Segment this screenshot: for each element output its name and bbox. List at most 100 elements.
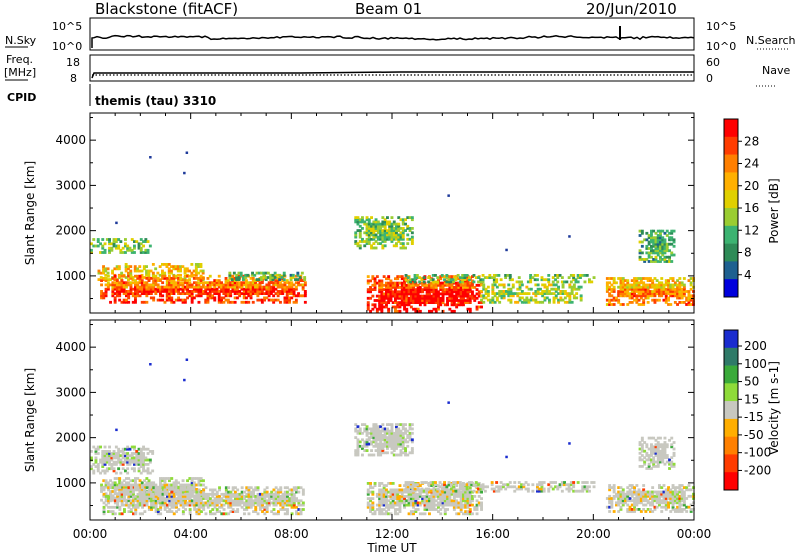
- power-cell: [122, 300, 126, 304]
- power-cell: [452, 309, 456, 313]
- vel-cell: [367, 453, 371, 457]
- vel-cell: [245, 492, 249, 496]
- power-cell: [379, 242, 383, 245]
- power-cell: [430, 296, 434, 300]
- power-cell: [452, 280, 455, 284]
- vel-cell: [408, 438, 412, 442]
- power-cell: [400, 277, 404, 281]
- power-cell: [676, 303, 679, 306]
- power-cell: [124, 242, 127, 246]
- power-cell: [108, 248, 111, 252]
- power-cell: [390, 224, 394, 228]
- power-cell: [213, 287, 217, 291]
- vel-cell: [193, 505, 197, 509]
- power-cell: [608, 298, 612, 302]
- power-cell: [588, 278, 591, 282]
- power-cell: [380, 294, 384, 298]
- power-cell: [143, 292, 146, 295]
- power-cell: [186, 279, 189, 282]
- power-cell: [380, 288, 384, 291]
- power-cell: [455, 290, 459, 294]
- vel-cell: [111, 497, 115, 500]
- vel-cell: [410, 449, 414, 452]
- power-cell: [563, 292, 567, 295]
- power-cell: [396, 305, 400, 309]
- vel-cell: [199, 483, 203, 487]
- power-cell: [466, 277, 470, 281]
- vel-cell: [630, 508, 634, 511]
- power-cell: [548, 283, 551, 287]
- vel-cell: [423, 499, 427, 503]
- power-cell: [376, 220, 380, 224]
- vel-cell: [109, 490, 112, 493]
- power-cell: [383, 224, 387, 228]
- power-cell: [425, 296, 429, 300]
- power-cell: [258, 292, 262, 295]
- power-cell: [397, 224, 401, 228]
- power-cell: [249, 285, 253, 289]
- vel-cell: [397, 431, 401, 435]
- vel-cell: [621, 494, 625, 498]
- vel-cell: [270, 510, 274, 513]
- power-cell: [251, 279, 255, 282]
- vel-cell: [490, 487, 494, 491]
- power-cell: [181, 292, 185, 295]
- power-cell: [395, 227, 398, 230]
- vel-cell: [455, 501, 459, 505]
- vel-cell: [409, 499, 413, 503]
- vel-cell: [263, 499, 267, 503]
- power-cell: [575, 296, 579, 300]
- vel-cell: [115, 483, 119, 487]
- vel-cell: [199, 494, 203, 498]
- vel-cell: [471, 512, 474, 516]
- power-cell: [111, 269, 114, 273]
- power-cell: [168, 287, 171, 291]
- vel-cell: [608, 510, 612, 513]
- vel-cell: [145, 495, 149, 498]
- vel-cell: [356, 440, 360, 444]
- vel-cell: [458, 487, 462, 491]
- vel-cell: [288, 497, 292, 500]
- power-cell: [388, 227, 392, 230]
- vel-cell: [358, 431, 362, 435]
- vel-cell: [381, 429, 385, 433]
- vel-cell: [133, 452, 136, 455]
- power-cell: [473, 296, 477, 300]
- power-cell: [263, 298, 266, 302]
- power-cell: [464, 299, 468, 302]
- vel-cell: [126, 463, 130, 466]
- power-cell: [678, 285, 682, 289]
- vel-cell: [418, 501, 422, 505]
- vel-cell: [379, 434, 383, 437]
- vel-cell: [227, 505, 231, 509]
- vel-cell: [372, 440, 376, 444]
- vel-cell: [136, 497, 140, 500]
- power-cell: [152, 287, 156, 291]
- power-cell: [118, 298, 122, 302]
- power-cell: [361, 218, 364, 222]
- power-cell: [90, 242, 93, 246]
- power-cell: [640, 240, 644, 244]
- vel-cell: [462, 497, 465, 500]
- vel-cell: [464, 497, 468, 500]
- vel-cell: [247, 490, 251, 494]
- power-cell: [301, 287, 305, 291]
- vel-cell: [407, 497, 411, 500]
- power-cell: [115, 267, 119, 271]
- power-cell: [208, 292, 212, 295]
- vel-cell: [439, 501, 443, 505]
- power-cell: [646, 285, 650, 289]
- power-cell: [507, 294, 511, 298]
- vel-cell: [475, 490, 479, 494]
- vel-cell: [127, 499, 131, 503]
- power-cell: [240, 287, 244, 291]
- power-cell: [251, 290, 255, 293]
- vel-cell: [252, 490, 255, 494]
- vel-cell: [161, 501, 165, 505]
- vel-cell: [131, 483, 135, 487]
- power-cell: [394, 296, 397, 300]
- power-cell: [409, 280, 412, 284]
- power-cell: [122, 298, 126, 302]
- power-cell: [647, 260, 651, 263]
- vel-cell: [177, 501, 181, 505]
